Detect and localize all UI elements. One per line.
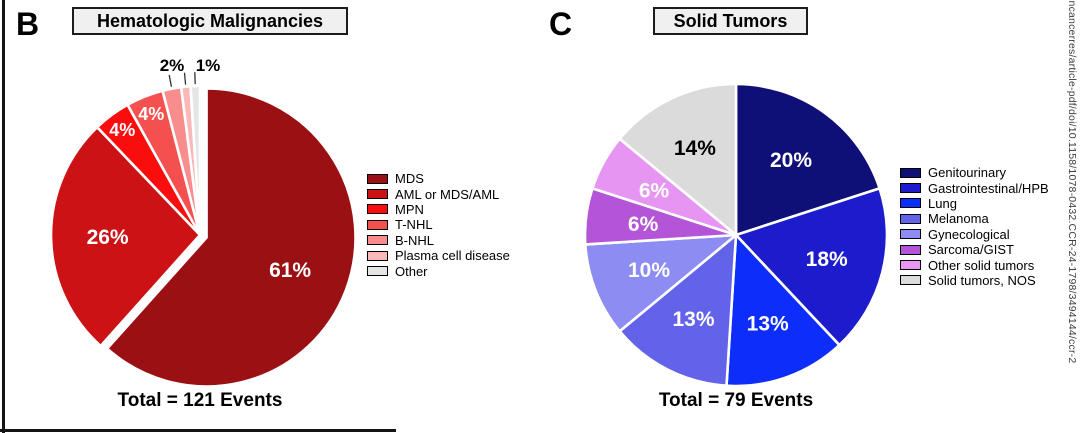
panel-title-b: Hematologic Malignancies: [96, 10, 324, 31]
pie-slice-melanoma: [617, 232, 738, 388]
pie-slice-gynecological: [583, 233, 740, 334]
legend-label-mpn: MPN: [395, 201, 424, 217]
legend-label-genitourinary: Genitourinary: [928, 165, 1007, 181]
pie-outside-label-other: 1%: [196, 56, 221, 75]
figure-left-border: [2, 0, 5, 433]
legend-item-b-nhl: B-NHL: [367, 233, 510, 248]
legend-item-lung: Lung: [900, 196, 1049, 211]
panel-letter-c: C: [549, 6, 573, 42]
pie-value-label-genitourinary: 20%: [770, 149, 812, 172]
pie-outside-label-b-nhl: 2%: [160, 56, 185, 75]
legend-label-lung: Lung: [928, 195, 957, 211]
panel-title-c: Solid Tumors: [673, 10, 788, 31]
legend-swatch-other: [367, 266, 388, 277]
legend-swatch-plasma-cell-disease: [367, 250, 388, 261]
legend-label-other: Other: [395, 263, 428, 279]
legend-item-sarcoma-gist: Sarcoma/GIST: [900, 242, 1049, 257]
legend-swatch-b-nhl: [367, 235, 388, 246]
legend-label-other-solid-tumors: Other solid tumors: [928, 257, 1035, 273]
pie-slice-lung: [725, 231, 842, 388]
legend-item-solid-tumors-nos: Solid tumors, NOS: [900, 273, 1049, 288]
legend-label-aml-or-mds-aml: AML or MDS/AML: [395, 186, 500, 202]
total-events-b: Total = 121 Events: [117, 390, 283, 411]
legend-label-solid-tumors-nos: Solid tumors, NOS: [928, 272, 1036, 288]
legend-item-mpn: MPN: [367, 202, 510, 217]
legend-item-t-nhl: T-NHL: [367, 217, 510, 232]
legend-swatch-mds: [367, 173, 388, 184]
legend-label-b-nhl: B-NHL: [395, 232, 435, 248]
pie-slice-aml-or-mds-aml: [49, 125, 202, 348]
legend-item-plasma-cell-disease: Plasma cell disease: [367, 248, 510, 263]
legend-hematologic: MDS AML or MDS/AML MPN T-NHL B-NHL Plasma cel…: [367, 171, 510, 279]
pie-slice-solid-tumors-nos: [617, 82, 738, 238]
legend-label-gastrointestinal-hpb: Gastrointestinal/HPB: [928, 180, 1049, 196]
legend-label-mds: MDS: [395, 171, 424, 187]
pie-value-label-other-solid-tumors: 6%: [639, 180, 670, 203]
legend-label-sarcoma-gist: Sarcoma/GIST: [928, 242, 1014, 258]
pie-value-label-solid-tumors-nos: 14%: [674, 137, 716, 160]
legend-swatch-mpn: [367, 204, 388, 215]
pie-value-label-mpn: 4%: [109, 120, 135, 140]
pie-value-label-mds: 61%: [269, 259, 311, 282]
panel-title-box-b: Hematologic Malignancies: [72, 7, 348, 35]
legend-swatch-gynecological: [900, 229, 921, 240]
legend-solid-tumors: Genitourinary Gastrointestinal/HPB Lung Mel…: [900, 165, 1049, 288]
pie-slice-mds: [105, 87, 357, 388]
pie-chart-hematologic: 61% 26% 4%4% 2% 1%: [49, 56, 357, 388]
legend-item-melanoma: Melanoma: [900, 211, 1049, 226]
pie-value-label-lung: 13%: [747, 313, 789, 336]
pie-value-label-gastrointestinal-hpb: 18%: [806, 248, 848, 271]
legend-swatch-solid-tumors-nos: [900, 275, 921, 286]
panel-title-box-c: Solid Tumors: [653, 7, 808, 35]
legend-swatch-gastrointestinal-hpb: [900, 183, 921, 194]
pie-value-label-gynecological: 10%: [628, 259, 670, 282]
legend-swatch-aml-or-mds-aml: [367, 189, 388, 200]
pie-value-label-t-nhl: 4%: [138, 104, 164, 124]
pie-value-label-melanoma: 13%: [672, 308, 714, 331]
legend-label-melanoma: Melanoma: [928, 211, 989, 227]
legend-swatch-melanoma: [900, 213, 921, 224]
legend-swatch-lung: [900, 198, 921, 209]
legend-item-mds: MDS: [367, 171, 510, 186]
journal-pdf-watermark: incancerres/article-pdf/doi/10.1158/1078…: [1066, 0, 1078, 364]
legend-label-plasma-cell-disease: Plasma cell disease: [395, 248, 510, 264]
pie-value-label-aml-or-mds-aml: 26%: [87, 226, 129, 249]
legend-item-other: Other: [367, 263, 510, 278]
total-events-c: Total = 79 Events: [658, 390, 814, 411]
legend-swatch-t-nhl: [367, 219, 388, 230]
legend-swatch-genitourinary: [900, 167, 921, 178]
pie-slice-genitourinary: [734, 82, 882, 237]
pie-slice-gastrointestinal-hpb: [733, 186, 889, 347]
panel-letter-b: B: [16, 6, 40, 42]
legend-item-gastrointestinal-hpb: Gastrointestinal/HPB: [900, 180, 1049, 195]
legend-item-gynecological: Gynecological: [900, 227, 1049, 242]
pie-value-label-sarcoma-gist: 6%: [628, 213, 659, 236]
legend-item-aml-or-mds-aml: AML or MDS/AML: [367, 186, 510, 201]
legend-item-other-solid-tumors: Other solid tumors: [900, 257, 1049, 272]
legend-label-t-nhl: T-NHL: [395, 217, 433, 233]
legend-swatch-other-solid-tumors: [900, 260, 921, 271]
leader-line-plasma-cell-disease: [183, 72, 187, 85]
pie-chart-solid-tumors: 20%18%13%13%10%6%6%14%: [583, 82, 889, 388]
legend-label-gynecological: Gynecological: [928, 226, 1010, 242]
pie-slice-other: [189, 84, 202, 236]
figure-bottom-border: [0, 429, 396, 432]
legend-item-genitourinary: Genitourinary: [900, 165, 1049, 180]
legend-swatch-sarcoma-gist: [900, 244, 921, 255]
leader-line-b-nhl: [168, 74, 173, 87]
